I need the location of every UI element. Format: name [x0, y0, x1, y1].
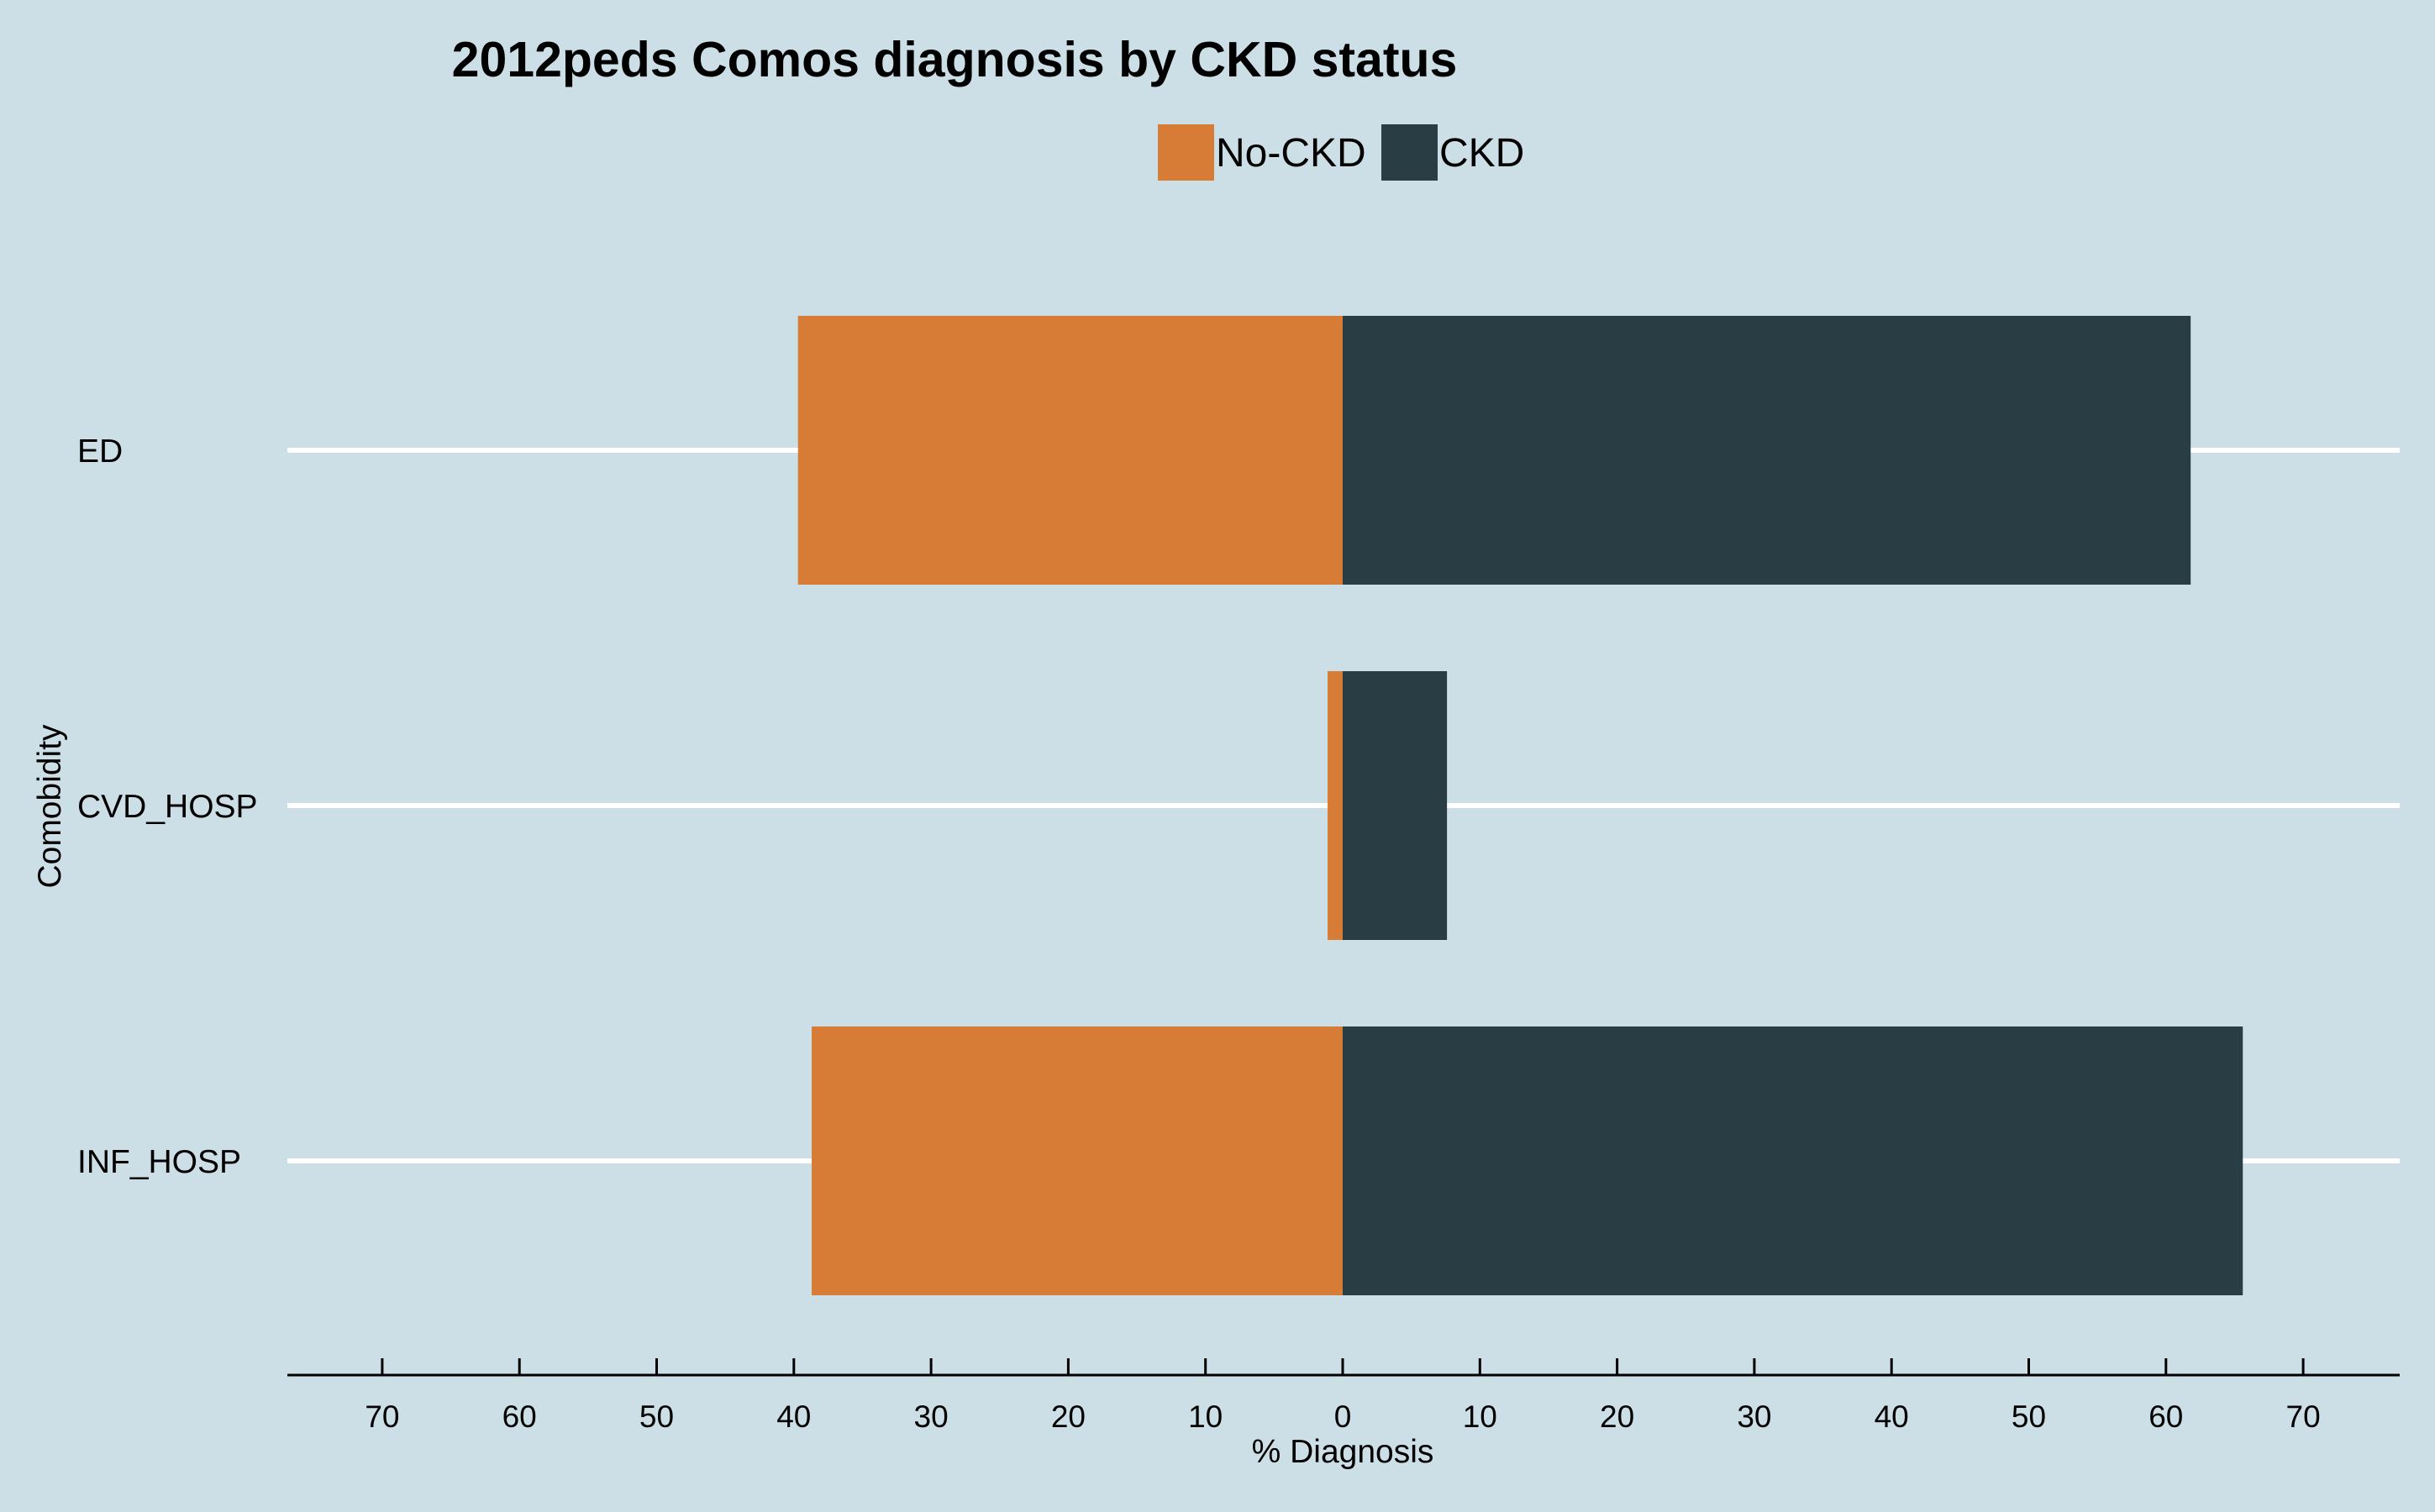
x-tick-label: 10 — [1188, 1399, 1223, 1434]
x-tick-label: 50 — [639, 1399, 674, 1434]
x-tick-label: 40 — [1875, 1399, 1909, 1434]
x-tick-label: 20 — [1600, 1399, 1634, 1434]
x-tick-label: 30 — [1737, 1399, 1771, 1434]
bar-no-ckd-inf-hosp — [812, 1026, 1343, 1295]
category-label-cvd-hosp: CVD_HOSP — [77, 789, 258, 825]
x-tick-label: 60 — [502, 1399, 537, 1434]
x-axis: 70 60 50 40 30 20 10 0 10 20 30 40 50 60 70 — [287, 1358, 2400, 1434]
x-tick-label: 40 — [776, 1399, 811, 1434]
legend-label-no-ckd: No-CKD — [1216, 131, 1366, 176]
x-tick-label: 20 — [1051, 1399, 1086, 1434]
x-tick-label: 70 — [365, 1399, 399, 1434]
legend-label-ckd: CKD — [1439, 131, 1524, 176]
bar-no-ckd-ed — [797, 316, 1343, 585]
bar-ckd-cvd-hosp — [1343, 671, 1448, 940]
category-label-ed: ED — [77, 433, 123, 470]
bar-no-ckd-cvd-hosp — [1328, 671, 1343, 940]
x-tick-label: 30 — [914, 1399, 949, 1434]
x-tick-label: 60 — [2148, 1399, 2183, 1434]
x-tick-label: 0 — [1334, 1399, 1352, 1434]
x-axis-ticks: 70 60 50 40 30 20 10 0 10 20 30 40 50 60 70 — [365, 1358, 2321, 1434]
category-labels: ED CVD_HOSP INF_HOSP — [77, 433, 258, 1180]
chart-title: 2012peds Comos diagnosis by CKD status — [452, 32, 1458, 87]
y-axis-title: Comobidity — [32, 724, 68, 889]
bars — [797, 316, 2243, 1295]
x-tick-label: 10 — [1463, 1399, 1497, 1434]
category-label-inf-hosp: INF_HOSP — [77, 1144, 241, 1180]
x-tick-label: 70 — [2286, 1399, 2321, 1434]
legend-swatch-no-ckd — [1158, 124, 1214, 181]
x-tick-label: 50 — [2012, 1399, 2046, 1434]
legend: No-CKD CKD — [1158, 124, 1524, 181]
bar-ckd-ed — [1343, 316, 2191, 585]
legend-swatch-ckd — [1381, 124, 1438, 181]
x-axis-title: % Diagnosis — [1252, 1434, 1434, 1470]
bar-ckd-inf-hosp — [1343, 1026, 2243, 1295]
